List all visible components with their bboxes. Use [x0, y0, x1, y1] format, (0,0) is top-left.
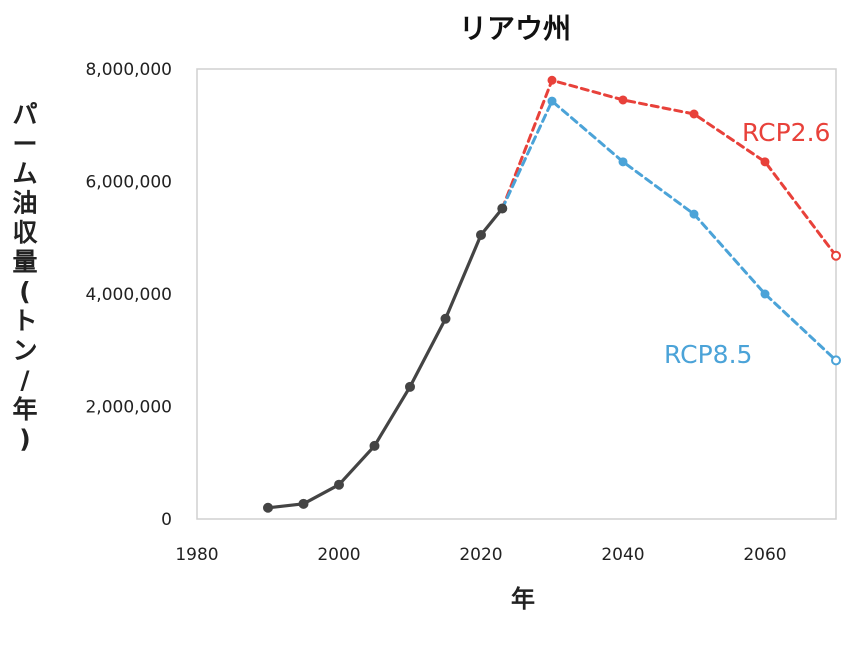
- data-point: [405, 381, 415, 392]
- series-rcp2-6: RCP2.6: [497, 75, 841, 261]
- y-axis-title-char: 油: [12, 189, 37, 218]
- x-tick-label: 2040: [601, 545, 644, 565]
- y-tick-label: 8,000,000: [85, 60, 172, 80]
- y-axis-title: パーム油収量(トン/年): [12, 100, 38, 454]
- series-label: RCP8.5: [664, 340, 752, 369]
- series-layer: RCP2.6 RCP8.5: [263, 75, 841, 513]
- data-point: [298, 498, 309, 509]
- y-tick-label: 2,000,000: [85, 398, 172, 418]
- y-axis-title-char: ): [19, 425, 30, 454]
- y-axis-ticks: 0 2,000,000 4,000,000 6,000,000 8,000,000: [85, 60, 172, 530]
- y-axis-title-char: ン: [12, 336, 37, 365]
- series-label: RCP2.6: [742, 118, 830, 147]
- y-axis-title-char: 量: [12, 248, 37, 277]
- y-axis-title-char: ム: [12, 159, 37, 188]
- series-line: [266, 206, 504, 510]
- data-point: [369, 440, 380, 451]
- y-tick-label: 0: [161, 510, 172, 530]
- y-axis-title-char: 年: [12, 395, 37, 424]
- data-point: [547, 96, 557, 106]
- data-point: [831, 355, 841, 366]
- x-tick-label: 2000: [317, 545, 360, 565]
- y-axis-title-char: 収: [12, 218, 38, 247]
- series-historical: [263, 203, 508, 513]
- y-tick-label: 6,000,000: [85, 173, 172, 193]
- y-axis-title-char: (: [19, 277, 30, 306]
- x-axis-title: 年: [511, 585, 535, 613]
- data-point: [263, 502, 273, 513]
- data-point: [334, 479, 344, 490]
- data-point: [618, 95, 628, 105]
- data-point: [760, 289, 770, 299]
- data-point: [618, 157, 628, 167]
- data-point: [760, 157, 770, 167]
- y-axis-title-char: /: [20, 366, 30, 395]
- y-axis-title-char: ー: [12, 130, 37, 159]
- x-tick-label: 1980: [175, 545, 218, 565]
- y-axis-title-char: ト: [12, 307, 37, 336]
- data-point: [689, 209, 699, 219]
- x-tick-label: 2020: [459, 545, 502, 565]
- plot-frame: [196, 68, 837, 520]
- y-axis-title-char: パ: [12, 100, 37, 129]
- data-point: [440, 313, 451, 324]
- chart-title: リアウ州: [459, 12, 571, 45]
- series-line: [500, 78, 838, 258]
- data-point: [547, 75, 557, 85]
- x-axis-ticks: 1980 2000 2020 2040 2060: [175, 545, 786, 565]
- y-tick-label: 4,000,000: [85, 285, 172, 305]
- series-line: [500, 99, 838, 362]
- data-point: [497, 203, 508, 214]
- data-point: [831, 250, 841, 261]
- x-tick-label: 2060: [743, 545, 786, 565]
- data-point: [689, 109, 699, 119]
- data-point: [476, 229, 486, 240]
